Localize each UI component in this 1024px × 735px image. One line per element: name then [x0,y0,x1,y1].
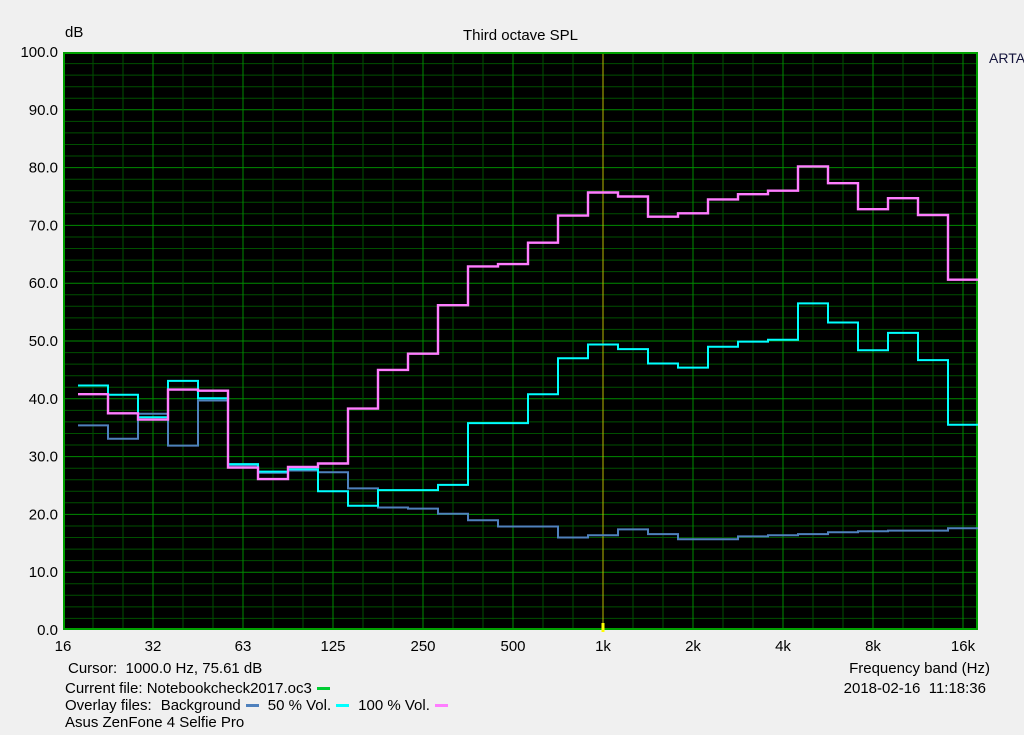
axis-tick-label: 2k [685,638,701,655]
vol50-legend-dash [336,704,350,707]
current-file-line: Current file: Notebookcheck2017.oc3 [65,680,330,697]
axis-tick-label: 4k [775,638,791,655]
axis-tick-label: 1k [595,638,611,655]
overlay-files-line: Overlay files: Background 50 % Vol. 100 % V… [65,697,448,714]
y-axis-unit-label: dB [65,24,84,41]
arta-brand-label: ARTA [989,50,1024,66]
current-file-legend-dash [316,687,330,690]
axis-tick-label: 60.0 [29,275,58,292]
axis-tick-label: 250 [410,638,435,655]
chart-title: Third octave SPL [462,27,579,44]
overlay-files-label: Overlay files: [65,697,152,714]
overlay-name-50-vol: 50 % Vol. [267,697,332,714]
axis-tick-label: 50.0 [29,333,58,350]
curve-100-vol [78,165,978,481]
x-axis-title: Frequency band (Hz) [849,660,990,677]
axis-tick-label: 90.0 [29,102,58,119]
axis-tick-label: 40.0 [29,391,58,408]
axis-tick-label: 0.0 [37,622,58,639]
axis-tick-label: 30.0 [29,449,58,466]
axis-tick-label: 80.0 [29,160,58,177]
axis-tick-label: 63 [235,638,252,655]
axis-tick-label: 20.0 [29,506,58,523]
axis-tick-label: 16k [951,638,976,655]
axis-tick-label: 10.0 [29,564,58,581]
overlay-name-background: Background [160,697,241,714]
background-legend-dash [245,704,259,707]
current-file-text: Current file: Notebookcheck2017.oc3 [65,680,312,697]
cursor-readout: Cursor: 1000.0 Hz, 75.61 dB [68,660,263,677]
axis-tick-label: 16 [55,638,72,655]
overlay-name-100-vol: 100 % Vol. [358,697,430,714]
datetime-label: 2018-02-16 11:18:36 [843,680,986,697]
axis-tick-label: 32 [145,638,162,655]
axis-tick-label: 125 [320,638,345,655]
axis-tick-label: 100.0 [20,44,58,61]
axis-tick-label: 500 [500,638,525,655]
vol100-legend-dash [434,704,448,707]
device-name-label: Asus ZenFone 4 Selfie Pro [65,714,245,731]
axis-tick-label: 70.0 [29,217,58,234]
axis-tick-label: 8k [865,638,881,655]
